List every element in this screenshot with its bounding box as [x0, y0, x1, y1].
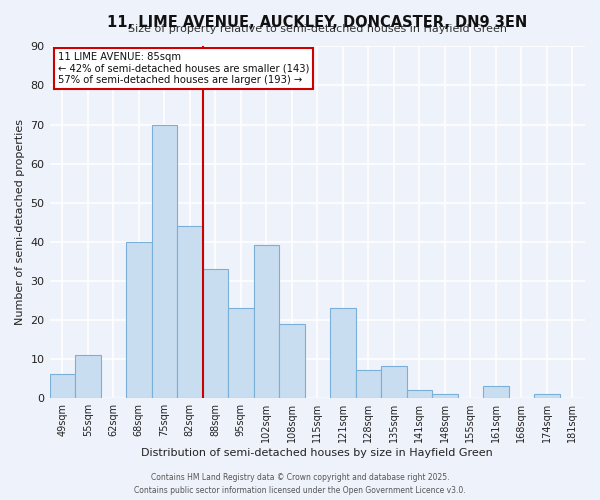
Title: 11, LIME AVENUE, AUCKLEY, DONCASTER, DN9 3EN: 11, LIME AVENUE, AUCKLEY, DONCASTER, DN9… — [107, 15, 527, 30]
Bar — [254, 246, 279, 398]
Bar — [330, 308, 356, 398]
Bar — [126, 242, 152, 398]
X-axis label: Distribution of semi-detached houses by size in Hayfield Green: Distribution of semi-detached houses by … — [142, 448, 493, 458]
Bar — [279, 324, 305, 398]
Bar — [177, 226, 203, 398]
Bar — [152, 124, 177, 398]
Bar — [407, 390, 432, 398]
Text: Contains HM Land Registry data © Crown copyright and database right 2025.
Contai: Contains HM Land Registry data © Crown c… — [134, 474, 466, 495]
Text: Size of property relative to semi-detached houses in Hayfield Green: Size of property relative to semi-detach… — [128, 24, 507, 34]
Bar — [432, 394, 458, 398]
Y-axis label: Number of semi-detached properties: Number of semi-detached properties — [15, 119, 25, 325]
Text: 11 LIME AVENUE: 85sqm
← 42% of semi-detached houses are smaller (143)
57% of sem: 11 LIME AVENUE: 85sqm ← 42% of semi-deta… — [58, 52, 309, 85]
Bar — [483, 386, 509, 398]
Bar — [50, 374, 75, 398]
Bar — [356, 370, 381, 398]
Bar — [534, 394, 560, 398]
Bar — [75, 355, 101, 398]
Bar — [381, 366, 407, 398]
Bar — [203, 269, 228, 398]
Bar — [228, 308, 254, 398]
